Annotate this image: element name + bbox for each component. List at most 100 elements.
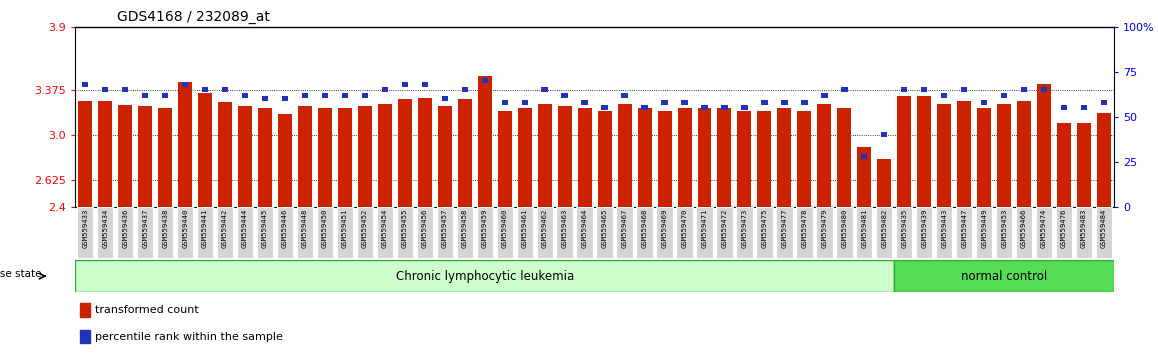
FancyBboxPatch shape	[317, 207, 334, 258]
Text: GSM559451: GSM559451	[342, 209, 347, 248]
FancyBboxPatch shape	[936, 207, 952, 258]
FancyBboxPatch shape	[75, 260, 894, 292]
Text: GSM559478: GSM559478	[801, 209, 807, 248]
Bar	[102, 87, 109, 92]
FancyBboxPatch shape	[996, 207, 1012, 258]
Bar	[862, 154, 867, 159]
Bar	[398, 99, 412, 207]
Bar	[958, 101, 972, 207]
Bar	[642, 105, 647, 110]
Bar	[438, 106, 452, 207]
Bar	[598, 111, 611, 207]
Text: GSM559453: GSM559453	[1002, 209, 1007, 248]
FancyBboxPatch shape	[756, 207, 772, 258]
FancyBboxPatch shape	[797, 207, 813, 258]
Text: GSM559433: GSM559433	[82, 209, 88, 248]
Bar	[382, 87, 388, 92]
Bar	[118, 105, 132, 207]
Bar	[798, 111, 812, 207]
Text: transformed count: transformed count	[95, 305, 198, 315]
Text: GSM559441: GSM559441	[203, 209, 208, 248]
Text: GSM559458: GSM559458	[462, 209, 468, 248]
FancyBboxPatch shape	[894, 260, 1114, 292]
Bar	[281, 96, 288, 101]
FancyBboxPatch shape	[197, 207, 213, 258]
Text: GSM559461: GSM559461	[522, 209, 528, 248]
Bar	[961, 87, 967, 92]
Bar	[338, 108, 352, 207]
Bar	[558, 106, 572, 207]
Text: GSM559462: GSM559462	[542, 209, 548, 248]
Bar	[601, 105, 608, 110]
Text: GSM559437: GSM559437	[142, 209, 148, 248]
Bar	[218, 102, 232, 207]
Text: percentile rank within the sample: percentile rank within the sample	[95, 332, 283, 342]
Text: GSM559471: GSM559471	[702, 209, 708, 248]
Bar	[258, 108, 272, 207]
Bar	[358, 106, 372, 207]
Bar	[80, 330, 90, 343]
Bar	[681, 100, 688, 105]
FancyBboxPatch shape	[397, 207, 413, 258]
FancyBboxPatch shape	[157, 207, 174, 258]
Bar	[457, 99, 471, 207]
Bar	[782, 100, 787, 105]
Text: GSM559445: GSM559445	[262, 209, 267, 248]
FancyBboxPatch shape	[477, 207, 493, 258]
Text: GSM559463: GSM559463	[562, 209, 567, 248]
Text: normal control: normal control	[961, 270, 1047, 282]
Bar	[1038, 84, 1051, 207]
Text: GSM559440: GSM559440	[182, 209, 188, 248]
Text: GSM559470: GSM559470	[682, 209, 688, 248]
Text: GSM559468: GSM559468	[642, 209, 647, 248]
FancyBboxPatch shape	[577, 207, 593, 258]
Bar	[82, 82, 88, 87]
Bar	[1077, 123, 1091, 207]
Bar	[162, 93, 168, 98]
Text: GSM559456: GSM559456	[422, 209, 427, 248]
Bar	[1061, 105, 1068, 110]
Bar	[278, 114, 292, 207]
Bar	[1021, 87, 1027, 92]
Bar	[581, 100, 588, 105]
Bar	[638, 108, 652, 207]
Bar	[342, 93, 349, 98]
Bar	[378, 104, 391, 207]
Text: GSM559459: GSM559459	[482, 209, 488, 248]
FancyBboxPatch shape	[877, 207, 893, 258]
Bar	[897, 96, 911, 207]
Bar	[881, 132, 887, 137]
Bar	[818, 104, 831, 207]
Bar	[521, 100, 528, 105]
Bar	[878, 159, 892, 207]
Bar	[981, 100, 988, 105]
Bar	[1101, 100, 1107, 105]
Text: GSM559484: GSM559484	[1101, 209, 1107, 248]
Bar	[518, 108, 532, 207]
FancyBboxPatch shape	[456, 207, 472, 258]
FancyBboxPatch shape	[257, 207, 273, 258]
Bar	[498, 111, 512, 207]
Text: GSM559472: GSM559472	[721, 209, 727, 248]
Text: GSM559466: GSM559466	[1021, 209, 1027, 248]
Bar	[917, 96, 931, 207]
Bar	[901, 87, 908, 92]
Text: GSM559476: GSM559476	[1061, 209, 1067, 248]
Bar	[222, 87, 228, 92]
Bar	[98, 101, 112, 207]
Text: GSM559480: GSM559480	[842, 209, 848, 248]
Bar	[921, 87, 928, 92]
FancyBboxPatch shape	[357, 207, 373, 258]
Bar	[578, 108, 592, 207]
Bar	[658, 111, 672, 207]
Text: GSM559455: GSM559455	[402, 209, 408, 248]
Bar	[482, 78, 488, 83]
Bar	[298, 106, 312, 207]
Bar	[841, 87, 848, 92]
Bar	[402, 82, 408, 87]
Text: GSM559438: GSM559438	[162, 209, 168, 248]
Bar	[997, 104, 1011, 207]
Text: GSM559434: GSM559434	[102, 209, 108, 248]
Bar	[198, 93, 212, 207]
Bar	[201, 87, 208, 92]
